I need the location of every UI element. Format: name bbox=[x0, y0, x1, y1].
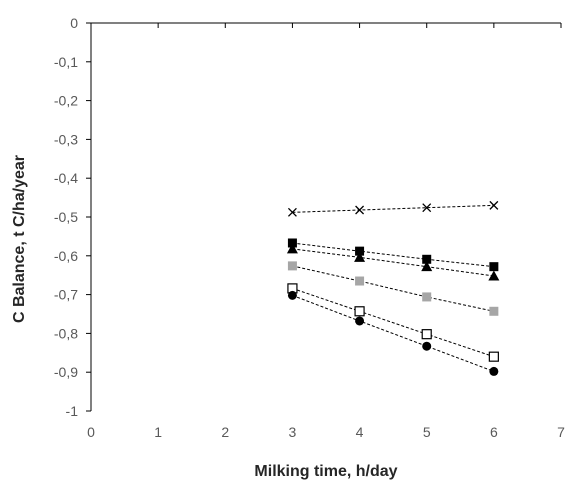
y-tick-label: -0,1 bbox=[54, 54, 78, 70]
data-point-filled-triangle bbox=[354, 251, 366, 262]
x-tick-label: 4 bbox=[356, 424, 364, 440]
series-line bbox=[292, 265, 494, 312]
series bbox=[287, 290, 499, 376]
x-tick-label: 6 bbox=[490, 424, 498, 440]
data-point-filled-square bbox=[355, 246, 365, 256]
data-point-filled-square bbox=[422, 254, 432, 264]
series-line bbox=[292, 294, 495, 372]
y-tick-label: -0,3 bbox=[54, 131, 78, 147]
series-line bbox=[292, 242, 494, 268]
data-point-circle bbox=[422, 341, 432, 351]
data-point-open-square bbox=[488, 351, 499, 362]
data-point-filled-triangle bbox=[421, 261, 433, 272]
series bbox=[287, 200, 499, 217]
x-tick-label: 7 bbox=[557, 424, 565, 440]
x-tick-label: 5 bbox=[423, 424, 431, 440]
y-tick-label: -0,5 bbox=[54, 209, 78, 225]
y-tick-label: -0,4 bbox=[54, 170, 78, 186]
axes: 0 -0,1 -0,2 -0,3 -0,4 -0,5 -0,6 -0,7 -0,8 -0,9 -1 0… bbox=[54, 15, 565, 440]
data-point-circle bbox=[355, 316, 365, 326]
y-tick-label: -0,8 bbox=[54, 325, 78, 341]
y-axis-title: C Balance, t C/ha/year bbox=[11, 155, 28, 323]
series bbox=[287, 283, 499, 362]
data-point-filled-square bbox=[287, 238, 297, 248]
x-tick-label: 1 bbox=[154, 424, 162, 440]
series-layer bbox=[286, 200, 500, 376]
data-point-open-square bbox=[421, 329, 432, 340]
series bbox=[286, 243, 500, 281]
data-point-circle bbox=[287, 290, 297, 300]
series-line bbox=[292, 287, 495, 358]
x-axis-title: Milking time, h/day bbox=[254, 463, 397, 480]
data-point-x bbox=[287, 207, 297, 217]
data-point-filled-square bbox=[355, 276, 365, 286]
series-line bbox=[292, 204, 494, 213]
y-tick-label: -0,7 bbox=[54, 287, 78, 303]
data-point-filled-square bbox=[489, 262, 499, 272]
data-point-circle bbox=[489, 366, 499, 376]
y-tick-label: -1 bbox=[66, 403, 79, 419]
x-tick-label: 2 bbox=[221, 424, 229, 440]
series bbox=[287, 261, 499, 316]
data-point-x bbox=[489, 200, 499, 210]
y-tick-label: 0 bbox=[70, 15, 78, 31]
series bbox=[287, 238, 499, 272]
data-point-open-square bbox=[354, 306, 365, 317]
data-point-filled-triangle bbox=[286, 243, 298, 254]
data-point-x bbox=[422, 203, 432, 213]
data-point-filled-triangle bbox=[488, 270, 500, 281]
y-tick-label: -0,6 bbox=[54, 248, 78, 264]
x-tick-label: 0 bbox=[87, 424, 95, 440]
data-point-filled-square bbox=[489, 306, 499, 316]
data-point-x bbox=[355, 205, 365, 215]
data-point-filled-square bbox=[287, 261, 297, 271]
series-line bbox=[292, 248, 494, 277]
y-tick-label: -0,2 bbox=[54, 93, 78, 109]
y-tick-label: -0,9 bbox=[54, 364, 78, 380]
data-point-filled-square bbox=[422, 292, 432, 302]
x-tick-label: 3 bbox=[289, 424, 297, 440]
